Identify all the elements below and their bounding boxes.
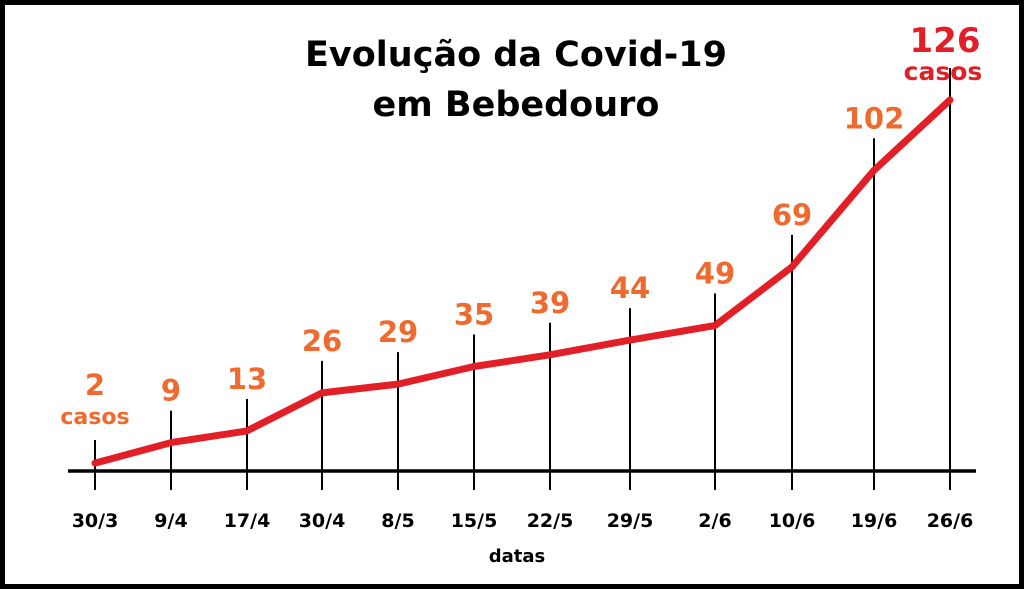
x-tick-label: 8/5 [381, 510, 414, 532]
value-label: 26 [302, 324, 342, 358]
x-tick-label: 17/4 [224, 510, 271, 532]
value-label: 9 [161, 374, 181, 408]
unit-label: casos [904, 57, 983, 86]
x-tick-label: 15/5 [451, 510, 498, 532]
chart-title-line-1: Evolução da Covid-19 [305, 35, 727, 75]
value-label: 69 [772, 198, 812, 232]
value-label: 126 [910, 21, 981, 61]
x-tick-label: 9/4 [154, 510, 187, 532]
chart-title-line-2: em Bebedouro [373, 85, 660, 125]
x-tick-label: 2/6 [698, 510, 731, 532]
value-stems [94, 68, 951, 490]
value-label: 39 [530, 286, 570, 320]
x-tick-labels: 30/3 9/4 17/4 30/4 8/5 15/5 22/5 29/5 2/6 10/6 19/… [72, 510, 974, 532]
value-label: 35 [454, 298, 494, 332]
x-tick-label: 29/5 [607, 510, 654, 532]
unit-label: casos [60, 405, 129, 430]
x-tick-label: 19/6 [851, 510, 898, 532]
x-tick-label: 10/6 [769, 510, 816, 532]
x-tick-label: 26/6 [927, 510, 974, 532]
x-tick-label: 22/5 [527, 510, 574, 532]
value-label: 44 [610, 271, 650, 305]
value-label: 13 [227, 362, 267, 396]
cases-curve [91, 96, 954, 467]
value-label: 29 [378, 315, 418, 349]
x-tick-label: 30/3 [72, 510, 119, 532]
value-label: 2 [85, 368, 105, 402]
value-label: 49 [695, 257, 735, 291]
value-label: 102 [844, 101, 905, 135]
x-tick-label: 30/4 [299, 510, 346, 532]
x-axis-label: datas [489, 546, 546, 567]
